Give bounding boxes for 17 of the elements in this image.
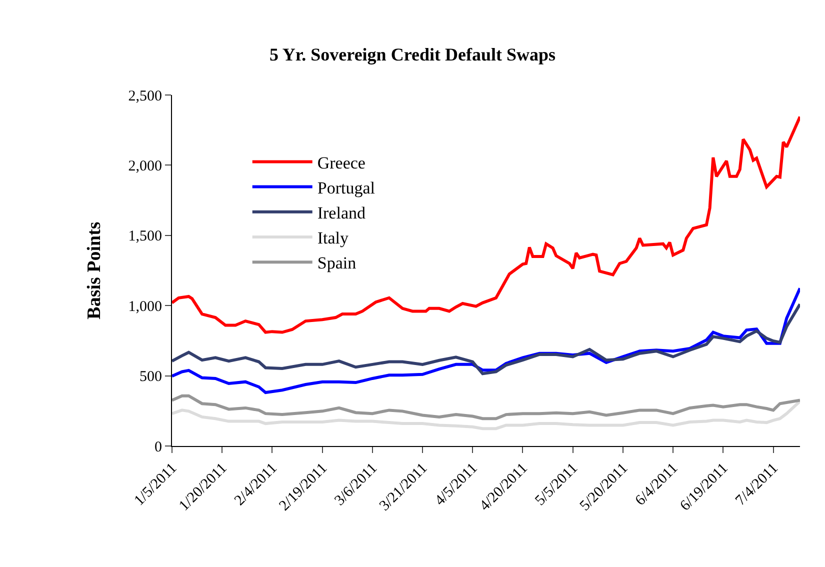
y-tick-label: 2,500 <box>128 88 162 104</box>
y-tick-label: 500 <box>140 369 162 386</box>
legend-label: Ireland <box>317 204 366 223</box>
legend-label: Spain <box>317 254 357 273</box>
legend-label: Italy <box>317 228 350 248</box>
legend-label: Portugal <box>317 178 376 198</box>
legend-label: Greece <box>317 153 366 172</box>
y-axis-title: Basis Points <box>84 222 106 320</box>
line-series <box>172 115 800 334</box>
y-tick-label: 2,000 <box>128 158 162 174</box>
line-series <box>172 400 800 430</box>
line-series <box>172 302 800 376</box>
chart-title: 5 Yr. Sovereign Credit Default Swaps <box>269 44 556 65</box>
line-series <box>172 394 800 420</box>
y-tick-label: 0 <box>154 439 162 456</box>
y-tick-label: 1,500 <box>128 228 162 245</box>
y-tick-label: 1,000 <box>128 298 162 315</box>
